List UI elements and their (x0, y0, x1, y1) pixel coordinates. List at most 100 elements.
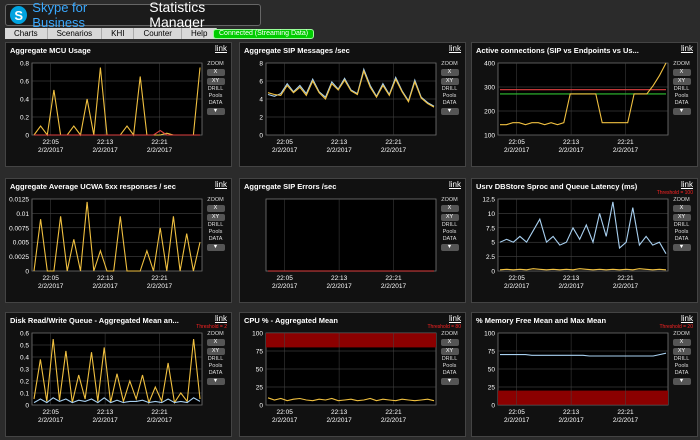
threshold-label: Threshold = 2 (196, 324, 227, 330)
zoom-xy-button[interactable]: XY (440, 78, 459, 85)
data-label[interactable]: DATA (442, 370, 457, 376)
zoom-x-button[interactable]: X (206, 339, 225, 346)
pools-label[interactable]: Pools (674, 229, 689, 235)
data-label[interactable]: DATA (674, 100, 689, 106)
chart-title: Aggregate SIP Messages /sec (244, 46, 350, 55)
chart-panel: Aggregate Average UCWA 5xx responses / s… (5, 178, 232, 303)
menu-counter[interactable]: Counter (134, 28, 182, 39)
pools-label[interactable]: Pools (208, 229, 223, 235)
threshold-label: Threshold = 20 (659, 324, 694, 330)
data-label[interactable]: DATA (442, 100, 457, 106)
zoom-x-button[interactable]: X (206, 205, 225, 212)
pools-label[interactable]: Pools (674, 363, 689, 369)
y-tick-label: 4 (259, 97, 263, 104)
pools-label[interactable]: Pools (442, 93, 457, 99)
line-chart: 0.80.60.40.2022:052/2/201722:132/2/20172… (20, 61, 203, 154)
zoom-x-button[interactable]: X (672, 339, 691, 346)
chart-link[interactable]: link (214, 314, 227, 323)
more-dropdown-icon[interactable]: ▼ (206, 108, 225, 115)
x-tick-date: 2/2/2017 (381, 147, 407, 154)
series-line-0 (33, 201, 201, 272)
zoom-xy-button[interactable]: XY (672, 348, 691, 355)
zoom-xy-button[interactable]: XY (206, 214, 225, 221)
y-tick-label: 100 (252, 331, 263, 338)
threshold-band (266, 333, 436, 348)
pools-label[interactable]: Pools (442, 229, 457, 235)
chart-link[interactable]: link (680, 44, 693, 53)
y-tick-label: 75 (256, 349, 264, 356)
zoom-x-button[interactable]: X (672, 205, 691, 212)
zoom-xy-button[interactable]: XY (206, 78, 225, 85)
data-label[interactable]: DATA (674, 370, 689, 376)
more-dropdown-icon[interactable]: ▼ (440, 108, 459, 115)
more-dropdown-icon[interactable]: ▼ (206, 244, 225, 251)
y-tick-label: 0.01 (16, 211, 29, 218)
zoom-xy-button[interactable]: XY (672, 78, 691, 85)
more-dropdown-icon[interactable]: ▼ (672, 378, 691, 385)
y-tick-label: 2 (259, 115, 263, 122)
x-tick-date: 2/2/2017 (504, 417, 530, 424)
menu-scenarios[interactable]: Scenarios (47, 28, 103, 39)
line-chart: 100755025022:052/2/201722:132/2/201722:2… (484, 331, 669, 424)
chart-link[interactable]: link (214, 180, 227, 189)
zoom-xy-button[interactable]: XY (440, 348, 459, 355)
x-tick-label: 22:05 (43, 275, 60, 282)
zoom-label: ZOOM (441, 331, 458, 337)
zoom-label: ZOOM (673, 331, 690, 337)
pools-label[interactable]: Pools (674, 93, 689, 99)
zoom-xy-button[interactable]: XY (206, 348, 225, 355)
chart-panel: Aggregate MCU Usage link ZOOM X XY DRILL Pools… (5, 42, 232, 167)
drill-label: DRILL (207, 356, 224, 362)
x-tick-label: 22:21 (151, 139, 168, 146)
more-dropdown-icon[interactable]: ▼ (440, 244, 459, 251)
more-dropdown-icon[interactable]: ▼ (672, 108, 691, 115)
y-tick-label: 0 (259, 403, 263, 410)
series-line-0 (33, 338, 201, 405)
zoom-x-button[interactable]: X (206, 69, 225, 76)
more-dropdown-icon[interactable]: ▼ (440, 378, 459, 385)
x-tick-date: 2/2/2017 (504, 147, 530, 154)
menu-charts[interactable]: Charts (5, 28, 48, 39)
zoom-x-button[interactable]: X (440, 69, 459, 76)
data-label[interactable]: DATA (442, 236, 457, 242)
y-tick-label: 0.1 (20, 391, 29, 398)
chart-title: CPU % - Aggregated Mean (244, 316, 338, 325)
zoom-label: ZOOM (207, 197, 224, 203)
chart-controls: ZOOM X XY DRILL Pools DATA ▼ (204, 61, 227, 145)
chart-link[interactable]: link (448, 314, 461, 323)
menu-khi[interactable]: KHI (102, 28, 135, 39)
data-label[interactable]: DATA (208, 236, 223, 242)
chart-link[interactable]: link (680, 180, 693, 189)
zoom-x-button[interactable]: X (672, 69, 691, 76)
y-tick-label: 10 (488, 211, 496, 218)
zoom-xy-button[interactable]: XY (440, 214, 459, 221)
chart-link[interactable]: link (680, 314, 693, 323)
chart-link[interactable]: link (214, 44, 227, 53)
chart-panel: Aggregate SIP Errors /sec link ZOOM X XY DRIL… (239, 178, 466, 303)
skype-logo-icon: S (10, 6, 28, 24)
x-tick-label: 22:13 (97, 275, 114, 282)
zoom-x-button[interactable]: X (440, 339, 459, 346)
x-tick-label: 22:05 (509, 409, 526, 416)
chart-title: Active connections (SIP vs Endpoints vs … (476, 46, 639, 55)
pools-label[interactable]: Pools (208, 363, 223, 369)
data-label[interactable]: DATA (208, 370, 223, 376)
data-label[interactable]: DATA (208, 100, 223, 106)
series-line-2 (500, 62, 667, 126)
x-tick-label: 22:13 (563, 139, 580, 146)
app-header: S Skype for Business Statistics Manager … (0, 0, 700, 40)
more-dropdown-icon[interactable]: ▼ (206, 378, 225, 385)
series-line-0 (499, 201, 667, 254)
zoom-xy-button[interactable]: XY (672, 214, 691, 221)
chart-link[interactable]: link (448, 44, 461, 53)
pools-label[interactable]: Pools (208, 93, 223, 99)
more-dropdown-icon[interactable]: ▼ (672, 244, 691, 251)
page-title[interactable]: Statistics Manager (149, 0, 260, 31)
y-tick-label: 300 (484, 85, 495, 92)
pools-label[interactable]: Pools (442, 363, 457, 369)
series-line-1 (33, 397, 201, 404)
x-tick-date: 2/2/2017 (272, 147, 298, 154)
zoom-x-button[interactable]: X (440, 205, 459, 212)
data-label[interactable]: DATA (674, 236, 689, 242)
chart-link[interactable]: link (448, 180, 461, 189)
